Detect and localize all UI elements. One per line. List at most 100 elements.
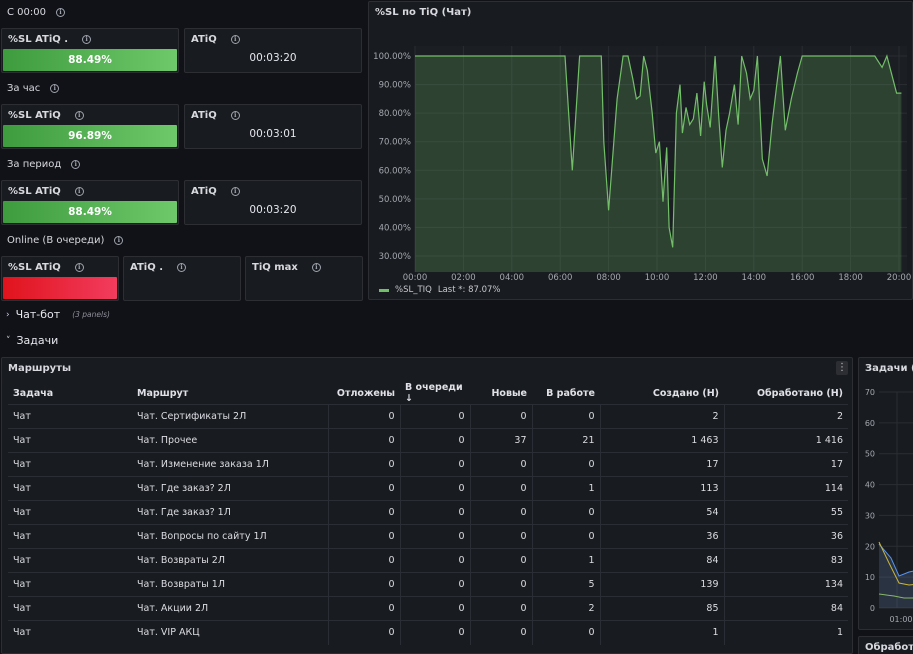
panel-title: ATiQ i — [191, 186, 240, 197]
info-icon[interactable]: i — [82, 35, 92, 44]
table-cell: 1 — [599, 620, 724, 645]
panel-title: %SL ATiQ i — [8, 262, 84, 273]
table-header-row: Задача Маршрут Отложены В очереди ↓ Новы… — [8, 382, 848, 405]
legend-label: %SL_TIQ — [395, 285, 432, 295]
table-row[interactable]: Чат Чат. Изменение заказа 1Л 0 0 0 0 17 17 — [8, 452, 848, 477]
table-cell: 0 — [531, 620, 600, 645]
table-cell: 0 — [399, 476, 470, 501]
y-tick-label: 10 — [865, 573, 875, 582]
table-cell: Чат. Вопросы по сайту 1Л — [132, 524, 328, 549]
table-cell: 0 — [469, 404, 532, 429]
series-line — [415, 54, 902, 248]
stat-panel-atiq-period: ATiQ i 00:03:20 — [184, 180, 362, 225]
x-tick-label: 16:00 — [790, 273, 815, 283]
column-header-created[interactable]: Создано (Н) — [652, 387, 719, 399]
table-row[interactable]: Чат Чат. Акции 2Л 0 0 0 2 85 84 — [8, 596, 848, 621]
column-header-route[interactable]: Маршрут — [137, 387, 189, 399]
table-cell: 0 — [399, 452, 470, 477]
info-icon[interactable]: i — [71, 160, 81, 169]
x-tick-label: 20:00 — [887, 273, 912, 283]
table-row[interactable]: Чат Чат. Вопросы по сайту 1Л 0 0 0 0 36 36 — [8, 524, 848, 549]
table-cell: Чат. Возвраты 1Л — [132, 572, 328, 597]
panel-title: Обработка — [865, 642, 913, 653]
info-icon[interactable]: i — [230, 187, 240, 196]
section-label-since-midnight: С 00:00 i — [7, 7, 65, 18]
y-tick-label: 60.00% — [379, 166, 411, 176]
section-title: За час — [7, 83, 41, 94]
y-tick-label: 100.00% — [373, 52, 411, 62]
x-tick-label: 18:00 — [838, 273, 863, 283]
panel-title: ATiQ i — [191, 110, 240, 121]
table-row[interactable]: Чат Чат. VIP АКЦ 0 0 0 0 1 1 — [8, 620, 848, 645]
column-header-in-work[interactable]: В работе — [546, 387, 595, 399]
tasks-chart: 70 60 50 40 30 20 10 0 01:00 — [865, 388, 913, 624]
column-header-task[interactable]: Задача — [13, 387, 54, 399]
info-icon[interactable]: i — [74, 263, 84, 272]
table-cell: 36 — [599, 524, 724, 549]
x-tick-label: 14:00 — [742, 273, 767, 283]
panel-menu-icon[interactable]: ⋮ — [836, 361, 848, 375]
info-icon[interactable]: i — [230, 35, 240, 44]
column-header-processed[interactable]: Обработано (Н) — [756, 387, 843, 399]
info-icon[interactable]: i — [50, 84, 60, 93]
table-cell: 21 — [531, 428, 600, 453]
table-cell: 0 — [327, 548, 400, 573]
section-label-last-hour: За час i — [7, 83, 60, 94]
legend-last: Last *: 87.07% — [437, 285, 501, 295]
table-cell: 0 — [327, 500, 400, 525]
table-cell: 0 — [469, 500, 532, 525]
panel-title: TiQ max i — [252, 262, 321, 273]
table-cell: 17 — [599, 452, 724, 477]
table-cell: 0 — [399, 500, 470, 525]
info-icon[interactable]: i — [177, 263, 186, 272]
x-tick-label: 08:00 — [596, 273, 621, 283]
table-cell: 0 — [327, 596, 400, 621]
table-cell: 0 — [399, 428, 470, 453]
y-tick-label: 50 — [865, 450, 875, 459]
row-toggle-tasks[interactable]: ˅ Задачи — [6, 334, 58, 347]
panel-title: %SL по TiQ (Чат) — [375, 7, 472, 18]
series-area — [415, 56, 902, 272]
x-tick-label: 02:00 — [451, 273, 476, 283]
panel-title-text: %SL ATiQ — [8, 110, 61, 121]
table-cell: Чат. Акции 2Л — [132, 596, 328, 621]
table-cell: Чат — [8, 476, 132, 501]
table-row[interactable]: Чат Чат. Где заказ? 1Л 0 0 0 0 54 55 — [8, 500, 848, 525]
table-row[interactable]: Чат Чат. Прочее 0 0 37 21 1 463 1 416 — [8, 428, 848, 453]
processing-panel: Обработка — [858, 636, 913, 654]
stat-panel-atiq-online: ATiQ . i — [123, 256, 241, 301]
table-cell: Чат. Прочее — [132, 428, 328, 453]
table-cell: 83 — [723, 548, 848, 573]
table-row[interactable]: Чат Чат. Сертификаты 2Л 0 0 0 0 2 2 — [8, 404, 848, 429]
info-icon[interactable]: i — [114, 236, 124, 245]
table-row[interactable]: Чат Чат. Где заказ? 2Л 0 0 0 1 113 114 — [8, 476, 848, 501]
column-header-in-queue[interactable]: В очереди ↓ — [405, 382, 463, 404]
column-header-postponed[interactable]: Отложены — [336, 387, 395, 399]
y-tick-label: 30 — [865, 511, 875, 520]
table-cell: Чат — [8, 620, 132, 645]
y-tick-label: 30.00% — [379, 252, 411, 262]
info-icon[interactable]: i — [74, 111, 84, 120]
table-cell: 54 — [599, 500, 724, 525]
table-row[interactable]: Чат Чат. Возвраты 1Л 0 0 0 5 139 134 — [8, 572, 848, 597]
stat-value-bar — [3, 277, 117, 299]
table-cell: 85 — [599, 596, 724, 621]
info-icon[interactable]: i — [74, 187, 84, 196]
chart-legend[interactable]: %SL_TIQ Last *: 87.07% — [379, 285, 501, 295]
y-tick-label: 50.00% — [379, 195, 411, 205]
y-tick-label: 70 — [865, 388, 875, 397]
table-row[interactable]: Чат Чат. Возвраты 2Л 0 0 0 1 84 83 — [8, 548, 848, 573]
stat-value: 00:03:20 — [249, 204, 297, 216]
row-toggle-chatbot[interactable]: › Чат-бот (3 panels) — [6, 308, 110, 321]
table-cell: 0 — [469, 572, 532, 597]
column-header-new[interactable]: Новые — [491, 387, 527, 399]
info-icon[interactable]: i — [230, 111, 240, 120]
info-icon[interactable]: i — [55, 8, 65, 17]
row-title: Чат-бот — [15, 308, 61, 321]
table-cell: 0 — [327, 404, 400, 429]
routes-table-panel: Маршруты ⋮ Задача Маршрут Отложены В оче… — [1, 357, 853, 654]
table-cell: 113 — [599, 476, 724, 501]
series-line-yellow — [878, 541, 913, 586]
sl-tiq-chart: 100.00% 90.00% 80.00% 70.00% 60.00% 50.00% 40.… — [373, 46, 912, 283]
info-icon[interactable]: i — [311, 263, 321, 272]
